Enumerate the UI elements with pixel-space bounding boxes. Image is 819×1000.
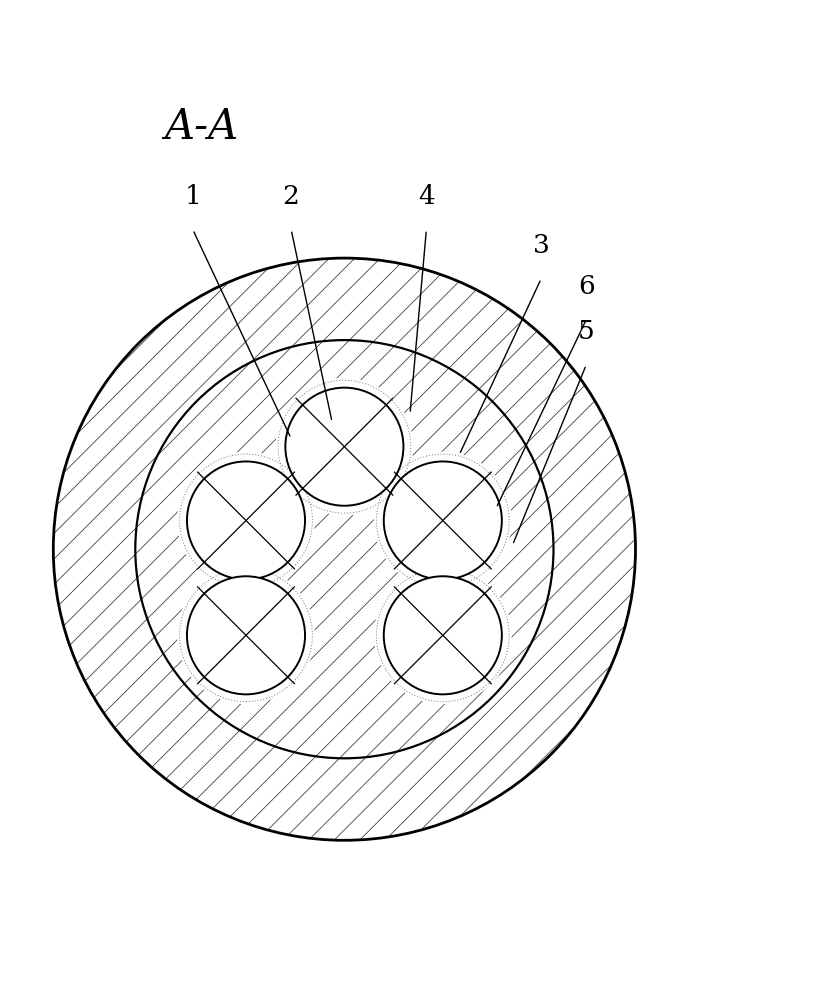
Circle shape bbox=[135, 340, 553, 758]
Text: 4: 4 bbox=[418, 184, 434, 209]
Circle shape bbox=[187, 461, 305, 580]
Circle shape bbox=[177, 452, 314, 589]
Circle shape bbox=[53, 258, 635, 840]
Text: 2: 2 bbox=[283, 184, 299, 209]
Circle shape bbox=[383, 461, 501, 580]
Circle shape bbox=[187, 576, 305, 694]
Text: 5: 5 bbox=[577, 319, 594, 344]
Circle shape bbox=[373, 452, 511, 589]
Text: 1: 1 bbox=[184, 184, 201, 209]
Circle shape bbox=[275, 378, 413, 516]
Circle shape bbox=[373, 566, 511, 704]
Text: 3: 3 bbox=[532, 233, 549, 258]
Circle shape bbox=[383, 576, 501, 694]
Circle shape bbox=[177, 566, 314, 704]
Circle shape bbox=[285, 388, 403, 506]
Text: A-A: A-A bbox=[164, 106, 238, 148]
Text: 6: 6 bbox=[577, 274, 594, 299]
